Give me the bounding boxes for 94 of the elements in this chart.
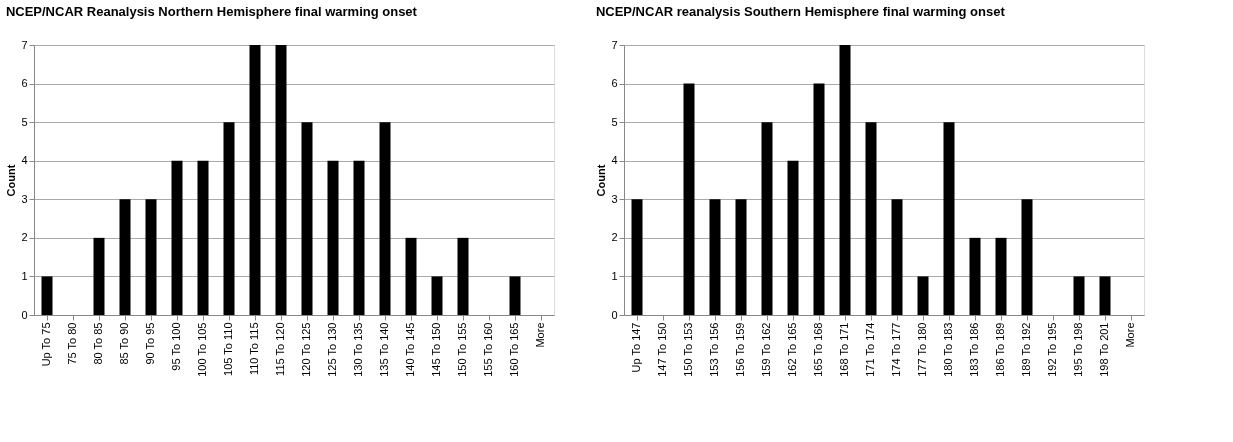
y-tick-label: 0 <box>21 308 28 321</box>
bar <box>249 45 261 315</box>
y-tick-label: 5 <box>21 115 28 128</box>
y-tick-label: 2 <box>21 231 28 244</box>
bar <box>119 199 131 315</box>
y-tick-label: 2 <box>611 231 618 244</box>
x-tick-label: Up To 75 <box>40 322 52 367</box>
x-tick-label: 183 To 186 <box>968 322 980 377</box>
bar <box>631 199 643 315</box>
x-tick-label: Up To 147 <box>630 322 642 373</box>
x-tick-label: 150 To 155 <box>456 322 468 377</box>
bar <box>509 276 521 315</box>
bar <box>379 122 391 315</box>
x-tick-label: 177 To 180 <box>916 322 928 377</box>
bar <box>353 160 365 315</box>
bar <box>995 237 1007 315</box>
y-tick-label: 5 <box>611 115 618 128</box>
bar <box>813 83 825 315</box>
y-tick-label: 6 <box>21 77 28 90</box>
x-tick-label: 160 To 165 <box>508 322 520 377</box>
bar <box>327 160 339 315</box>
x-tick-label: 147 To 150 <box>656 322 668 377</box>
x-tick-label: 165 To 168 <box>812 322 824 377</box>
bar <box>839 45 851 315</box>
bar <box>1021 199 1033 315</box>
chart-title: NCEP/NCAR Reanalysis Northern Hemisphere final warming onset <box>5 4 418 19</box>
bar <box>683 83 695 315</box>
x-tick-label: 150 To 153 <box>682 322 694 377</box>
x-tick-label: 125 To 130 <box>326 322 338 377</box>
y-tick-label: 4 <box>21 154 28 167</box>
x-tick-label: 80 To 85 <box>92 322 104 365</box>
bar <box>275 45 287 315</box>
y-tick-label: 4 <box>611 154 618 167</box>
y-axis-title: Count <box>595 164 608 197</box>
x-tick-label: 156 To 159 <box>734 322 746 377</box>
x-tick-label: 120 To 125 <box>300 322 312 377</box>
bar <box>1073 276 1085 315</box>
y-tick-label: 1 <box>21 269 28 282</box>
x-tick-label: 145 To 150 <box>430 322 442 377</box>
x-tick-label: 140 To 145 <box>404 322 416 377</box>
x-tick-label: 105 To 110 <box>222 322 234 376</box>
x-tick-label: 195 To 198 <box>1072 322 1084 377</box>
chart-title: NCEP/NCAR reanalysis Southern Hemisphere final warming onset <box>595 4 1006 19</box>
bar <box>969 237 981 315</box>
bar <box>223 122 235 315</box>
x-tick-label: 171 To 174 <box>864 322 876 377</box>
x-tick-label: 162 To 165 <box>786 322 798 377</box>
bar <box>457 237 469 315</box>
bar <box>171 160 183 315</box>
x-tick-label: 180 To 183 <box>942 322 954 377</box>
x-tick-label: 130 To 135 <box>352 322 364 377</box>
bar <box>891 199 903 315</box>
y-axis-title: Count <box>5 164 18 197</box>
x-tick-label: More <box>534 322 546 348</box>
bar <box>761 122 773 315</box>
y-tick-label: 0 <box>611 308 618 321</box>
bar <box>145 199 157 315</box>
x-tick-label: 174 To 177 <box>890 322 902 377</box>
x-tick-label: 186 To 189 <box>994 322 1006 377</box>
x-tick-label: 198 To 201 <box>1098 322 1110 377</box>
x-tick-label: 100 To 105 <box>196 322 208 377</box>
y-tick-label: 6 <box>611 77 618 90</box>
x-tick-label: 192 To 195 <box>1046 322 1058 377</box>
y-tick-label: 3 <box>21 192 28 205</box>
bar <box>709 199 721 315</box>
bar <box>301 122 313 315</box>
bar <box>943 122 955 315</box>
x-tick-label: 159 To 162 <box>760 322 772 377</box>
x-tick-label: 90 To 95 <box>144 322 156 365</box>
x-tick-label: 75 To 80 <box>66 322 78 365</box>
y-tick-label: 1 <box>611 269 618 282</box>
x-tick-label: 135 To 140 <box>378 322 390 377</box>
x-tick-label: 85 To 90 <box>118 322 130 365</box>
x-tick-label: 189 To 192 <box>1020 322 1032 377</box>
x-tick-label: 168 To 171 <box>838 322 850 377</box>
bar <box>865 122 877 315</box>
x-tick-label: 153 To 156 <box>708 322 720 377</box>
x-tick-label: 110 To 115 <box>248 322 260 376</box>
x-tick-label: 95 To 100 <box>170 322 182 371</box>
y-tick-label: 7 <box>21 38 28 51</box>
bar <box>405 237 417 315</box>
bar <box>917 276 929 315</box>
bar <box>1099 276 1111 315</box>
bar <box>431 276 443 315</box>
bar <box>41 276 53 315</box>
y-tick-label: 3 <box>611 192 618 205</box>
bar <box>735 199 747 315</box>
x-tick-label: 115 To 120 <box>274 322 286 376</box>
bar <box>197 160 209 315</box>
bar <box>93 237 105 315</box>
bar <box>787 160 799 315</box>
x-tick-label: 155 To 160 <box>482 322 494 377</box>
x-tick-label: More <box>1124 322 1136 348</box>
y-tick-label: 7 <box>611 38 618 51</box>
